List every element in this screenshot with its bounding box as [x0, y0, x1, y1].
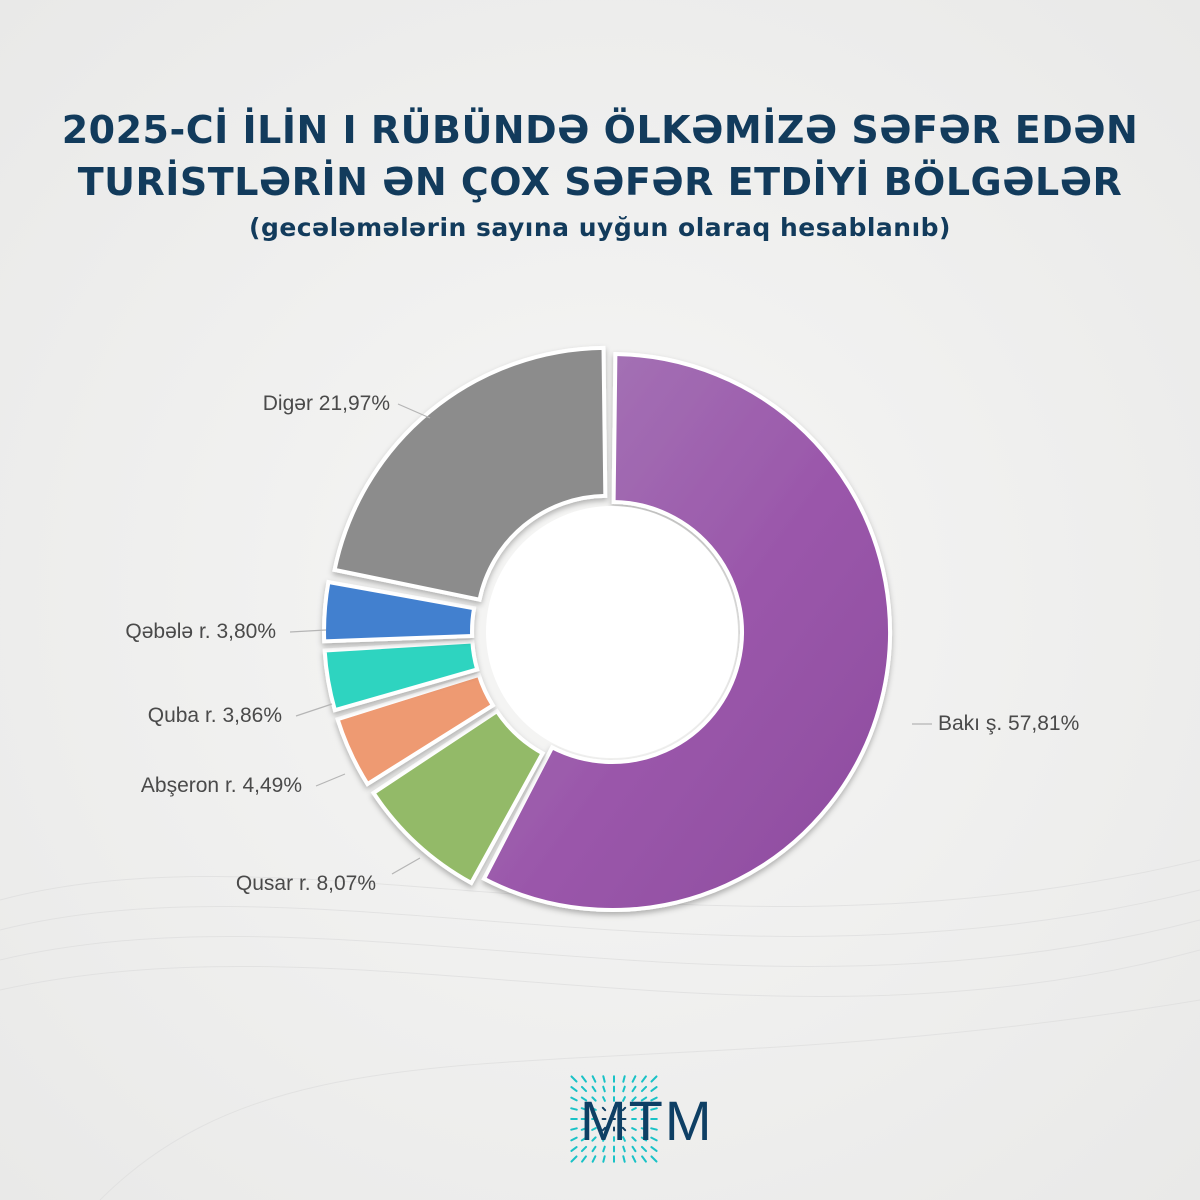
- slice-label: Digər 21,97%: [263, 392, 390, 415]
- page-subtitle: (gecələmələrin sayına uyğun olaraq hesab…: [249, 213, 951, 242]
- slice-qəbələ-r: [322, 579, 477, 644]
- slice-label: Qusar r. 8,07%: [236, 872, 376, 895]
- leader-line: [295, 703, 333, 717]
- leader-line: [315, 773, 346, 787]
- slice-bakı-ş: [481, 351, 892, 912]
- donut-hole: [486, 506, 738, 758]
- slice-qusar-r: [370, 708, 546, 886]
- slice-label: Quba r. 3,86%: [148, 704, 282, 727]
- page-title-line-2: TURİSTLƏRİN ƏN ÇOX SƏFƏR ETDİYİ BÖLGƏLƏR: [77, 160, 1123, 204]
- page-title-line-1: 2025-Cİ İLİN I RÜBÜNDƏ ÖLKƏMİZƏ SƏFƏR ED…: [61, 108, 1139, 152]
- slice-abşeron-r: [335, 672, 496, 787]
- slice-digər: [332, 345, 608, 603]
- mtm-logo-icon: [570, 1075, 658, 1163]
- slice-label: Qəbələ r. 3,80%: [125, 620, 276, 643]
- slice-label: Abşeron r. 4,49%: [141, 774, 302, 797]
- leader-line: [289, 629, 327, 633]
- slice-quba-r: [322, 639, 480, 713]
- leader-line: [391, 857, 421, 875]
- slice-label: Bakı ş. 57,81%: [938, 712, 1079, 735]
- leader-line: [397, 403, 431, 419]
- brand-name: MTM: [580, 1089, 714, 1152]
